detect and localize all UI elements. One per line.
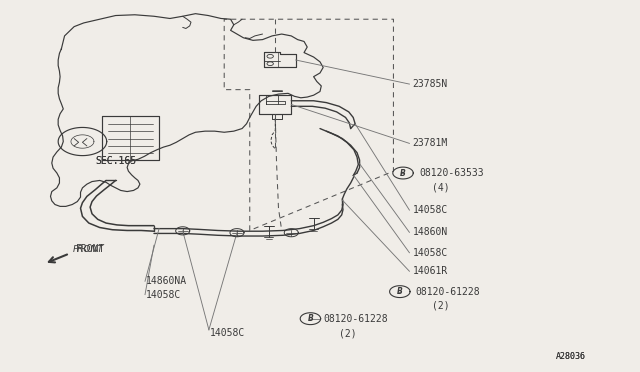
Text: B: B: [400, 169, 406, 177]
Text: 14058C: 14058C: [210, 328, 245, 338]
Text: B: B: [397, 287, 403, 296]
Text: 14061R: 14061R: [413, 266, 448, 276]
Text: SEC.165: SEC.165: [95, 156, 136, 166]
Text: 23781M: 23781M: [413, 138, 448, 148]
Text: (2): (2): [339, 328, 356, 338]
Text: 08120-61228: 08120-61228: [416, 286, 481, 296]
Text: 14860NA: 14860NA: [147, 276, 188, 286]
Text: A28036: A28036: [556, 352, 586, 361]
Text: 14058C: 14058C: [413, 248, 448, 258]
Text: 14058C: 14058C: [147, 289, 182, 299]
Text: 14058C: 14058C: [413, 205, 448, 215]
Text: A28036: A28036: [556, 352, 586, 361]
Text: FRONT: FRONT: [73, 245, 104, 254]
Text: SEC.165: SEC.165: [95, 156, 136, 166]
Text: 23785N: 23785N: [413, 79, 448, 89]
Text: (2): (2): [432, 300, 449, 310]
Text: (4): (4): [432, 182, 449, 192]
Text: FRONT: FRONT: [76, 244, 106, 254]
Text: 08120-63533: 08120-63533: [419, 168, 484, 178]
Text: B: B: [307, 314, 314, 323]
Text: 08120-61228: 08120-61228: [323, 314, 388, 324]
Text: 14860N: 14860N: [413, 227, 448, 237]
